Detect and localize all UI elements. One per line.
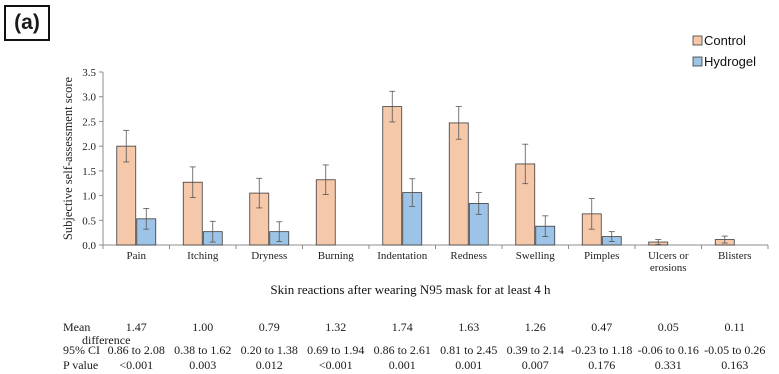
y-tick-label: 3.0 [82,92,96,104]
panel-label: (a) [4,5,50,41]
p-value-cell: 0.331 [654,358,682,372]
p-value-cell: 0.001 [388,358,416,372]
ci-cell: -0.23 to 1.18 [571,343,633,357]
ci-cell: -0.06 to 0.16 [637,343,699,357]
bar-control [382,106,403,246]
p-value-label: P value [63,358,99,372]
mean-difference-cell: 1.26 [524,320,546,334]
mean-difference-cell: 1.00 [192,320,214,334]
bar-chart: 0.0 0.5 1.0 1.5 2.0 2.5 3.0 3.5 Subjective self-… [61,33,769,297]
y-tick-label: 0.0 [82,240,96,252]
ci-cell: 0.69 to 1.94 [307,343,365,357]
y-tick-label: 2.0 [82,141,96,153]
p-value-cell: 0.003 [189,358,217,372]
bar-control [448,122,469,246]
x-tick-label: Pimples [584,250,619,262]
ci-cell: 0.20 to 1.38 [240,343,298,357]
p-value-cell: 0.012 [255,358,283,372]
mean-difference-label-line1: Mean [63,320,91,334]
x-tick-label: Blisters [718,250,752,262]
x-axis-title: Skin reactions after wearing N95 mask fo… [270,282,551,297]
p-value-cell: <0.001 [119,358,154,372]
mean-difference-cell: 1.47 [125,320,147,334]
ci-cell: 0.81 to 2.45 [440,343,498,357]
y-tick-label: 1.0 [82,191,96,203]
p-value-cell: 0.001 [455,358,483,372]
x-tick-label: Pain [126,250,146,262]
p-value-cell: 0.007 [521,358,549,372]
y-tick-label: 1.5 [82,166,96,178]
legend-label-hydrogel: Hydrogel [704,54,756,69]
ci-label: 95% CI [63,343,100,357]
x-tick-label: Swelling [516,250,556,262]
x-tick-label: Redness [450,250,487,262]
mean-difference-cell: 1.32 [325,320,347,334]
y-tick-label: 0.5 [82,215,96,227]
x-tick-label: Burning [318,250,355,262]
mean-difference-cell: 0.05 [657,320,679,334]
ci-cell: 0.38 to 1.62 [174,343,232,357]
ci-cell: 0.86 to 2.08 [107,343,165,357]
legend-swatch-hydrogel [692,56,703,67]
p-value-cell: <0.001 [318,358,353,372]
mean-difference-label-line2: difference [82,333,131,347]
mean-difference-cell: 1.63 [458,320,480,334]
ci-cell: -0.05 to 0.26 [704,343,766,357]
mean-difference-cell: 1.74 [391,320,413,334]
p-value-cell: 0.163 [721,358,749,372]
p-value-cell: 0.176 [588,358,616,372]
x-tick-label: Itching [187,250,219,262]
mean-difference-cell: 0.47 [591,320,613,334]
legend-label-control: Control [704,33,746,48]
ci-cell: 0.39 to 2.14 [506,343,564,357]
x-tick-label: Ulcers or erosions [648,250,689,274]
y-tick-label: 3.5 [82,67,96,79]
x-tick-label: Dryness [251,250,287,262]
y-axis-title: Subjective self-assessment score [61,76,75,240]
ci-cell: 0.86 to 2.61 [373,343,431,357]
mean-difference-cell: 0.79 [258,320,280,334]
legend-swatch-control [692,35,703,46]
mean-difference-cell: 0.11 [724,320,746,334]
x-tick-label: Indentation [377,250,428,262]
y-tick-label: 2.5 [82,116,96,128]
